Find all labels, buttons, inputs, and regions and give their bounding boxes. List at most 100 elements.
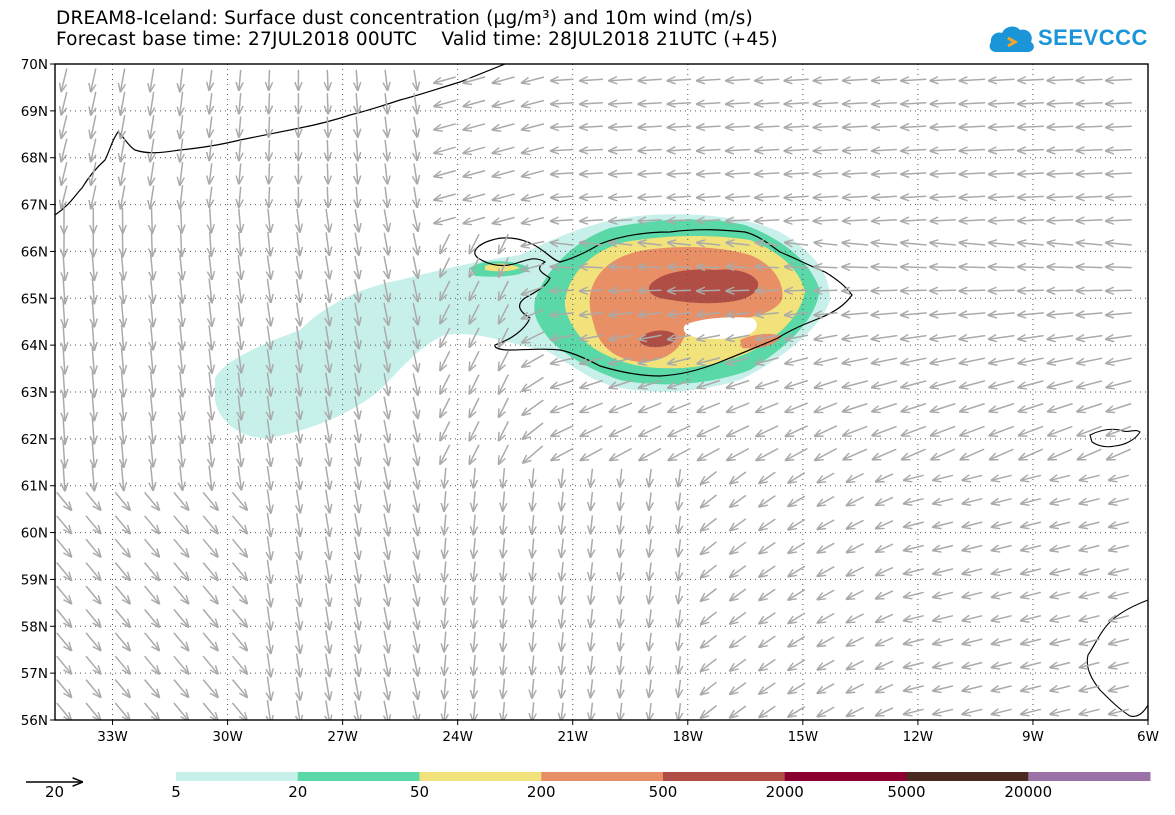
wind-vector <box>532 632 534 651</box>
wind-vector <box>843 79 868 80</box>
wind-vector <box>231 538 248 557</box>
wind-vector <box>697 267 721 268</box>
wind-vector <box>297 278 301 302</box>
wind-vector <box>499 280 509 300</box>
wind-vector <box>901 220 927 221</box>
wind-vector <box>63 394 65 421</box>
wind-vector <box>609 150 633 151</box>
wind-vector <box>522 76 545 83</box>
wind-vector <box>649 585 651 604</box>
wind-vector <box>842 243 869 245</box>
wind-vector <box>697 290 721 291</box>
wind-vector <box>355 513 359 535</box>
wind-vector <box>61 91 68 115</box>
wind-vector <box>523 422 544 439</box>
wind-vector <box>384 232 388 255</box>
wind-vector <box>788 706 806 717</box>
wind-vector <box>788 589 806 600</box>
wind-vector <box>989 425 1015 435</box>
wind-vector <box>1018 103 1044 104</box>
wind-vector <box>122 301 124 326</box>
wind-vector <box>1018 357 1044 363</box>
wind-vector <box>730 541 747 554</box>
wind-vector <box>649 515 651 534</box>
wind-vector <box>872 173 897 174</box>
wind-vector <box>414 139 417 160</box>
wind-vector <box>843 103 868 104</box>
wind-vector <box>202 491 218 510</box>
wind-vector <box>267 372 270 396</box>
wind-vector <box>267 325 270 349</box>
wind-vector <box>144 515 160 534</box>
wind-vector <box>355 560 359 582</box>
wind-vector <box>1047 220 1074 221</box>
wind-vector <box>91 68 96 92</box>
wind-vector <box>63 300 65 327</box>
wind-vector <box>532 491 534 511</box>
wind-vector <box>960 103 986 104</box>
wind-vector <box>697 196 721 197</box>
wind-vector <box>901 79 927 80</box>
wind-vector <box>180 348 183 374</box>
wind-vector <box>144 562 160 581</box>
wind-vector <box>726 290 750 291</box>
wind-vector <box>788 682 806 693</box>
wind-vector <box>551 150 574 151</box>
wind-vector <box>269 139 270 160</box>
wind-vector <box>904 592 924 597</box>
wind-vector <box>561 702 563 720</box>
wind-vector <box>114 679 130 698</box>
wind-vector <box>434 99 456 106</box>
wind-vector <box>413 373 418 395</box>
lon-label: 21W <box>557 729 588 745</box>
wind-vector <box>817 542 835 552</box>
lat-label: 65N <box>21 291 48 307</box>
wind-vector <box>638 220 662 221</box>
wind-vector <box>384 700 388 720</box>
wind-vector <box>904 546 924 551</box>
wind-vector <box>1019 402 1044 412</box>
wind-vector <box>814 220 839 221</box>
wind-vector <box>503 468 505 487</box>
wind-vector <box>701 494 717 507</box>
wind-vector <box>901 103 927 104</box>
wind-vector <box>872 402 898 412</box>
wind-vector <box>499 421 509 440</box>
wind-vector <box>1021 499 1042 504</box>
wind-vector <box>499 350 509 370</box>
lat-label: 61N <box>21 479 48 495</box>
wind-vector <box>63 464 65 491</box>
wind-vector <box>1080 686 1100 691</box>
wind-vector <box>121 185 125 209</box>
wind-vector <box>384 256 388 278</box>
wind-vector <box>609 79 633 80</box>
wind-vector <box>876 660 894 669</box>
wind-vector <box>522 123 545 130</box>
wind-vector <box>413 443 418 466</box>
wind-vector <box>1106 336 1132 340</box>
wind-vector <box>1109 686 1129 691</box>
wind-vector <box>847 660 864 670</box>
wind-vector <box>701 611 717 624</box>
wind-vector <box>668 126 692 127</box>
wind-vector <box>85 632 101 651</box>
wind-vector <box>121 161 125 185</box>
wind-vector <box>933 663 954 668</box>
wind-vector <box>649 656 651 674</box>
wind-vector <box>522 169 545 177</box>
wind-vector <box>726 173 750 174</box>
wind-vector <box>590 609 592 627</box>
wind-vector <box>784 126 809 127</box>
wind-vector <box>384 490 388 512</box>
wind-vector <box>551 335 574 339</box>
wind-vector <box>413 466 418 489</box>
wind-vector <box>580 357 603 364</box>
wind-vector <box>639 425 662 436</box>
wind-vector <box>785 313 809 315</box>
wind-vector <box>444 654 446 675</box>
wind-vector <box>239 208 241 233</box>
wind-vector <box>876 543 894 552</box>
wind-vector <box>959 290 986 291</box>
wind-vector <box>620 609 622 627</box>
wind-vector <box>678 679 680 697</box>
